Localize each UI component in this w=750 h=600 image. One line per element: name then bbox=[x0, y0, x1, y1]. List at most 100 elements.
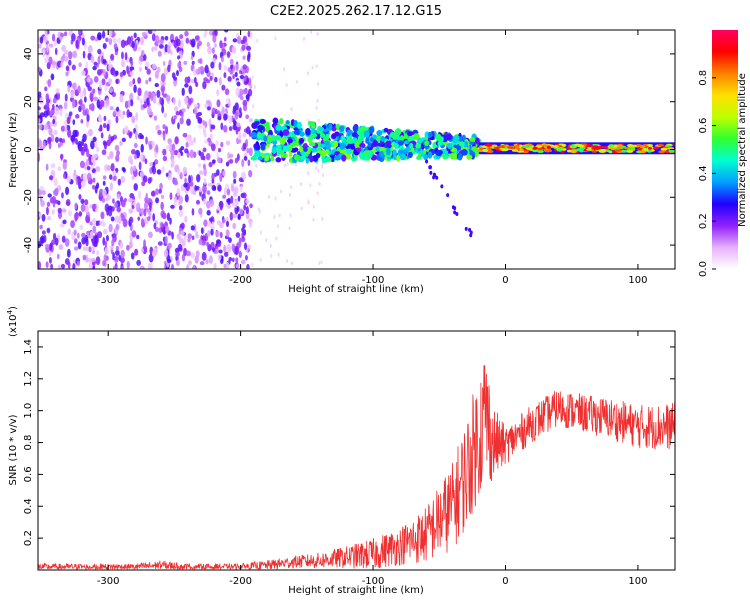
spectrogram-cell bbox=[95, 250, 100, 256]
spectrogram-cell bbox=[138, 55, 144, 62]
spectrogram-cell bbox=[92, 225, 97, 234]
spectrogram-cell bbox=[222, 170, 226, 177]
spectrogram-cell bbox=[235, 232, 241, 238]
spectrogram-cell bbox=[397, 140, 404, 146]
spectrogram-cell bbox=[232, 213, 237, 219]
spectrogram-cell bbox=[214, 43, 217, 48]
spectrogram-cell bbox=[97, 55, 101, 65]
spectrogram-cell bbox=[241, 44, 246, 51]
spectrogram-cell bbox=[124, 100, 129, 109]
spectrogram-cell bbox=[197, 163, 202, 168]
y-tick-label: 40 bbox=[23, 48, 34, 61]
spectrogram-cell bbox=[463, 141, 469, 149]
spectrogram-cell bbox=[83, 142, 88, 152]
spectrogram-cell bbox=[231, 243, 236, 252]
spectrogram-cell bbox=[90, 140, 95, 150]
spectrogram-cell bbox=[432, 141, 437, 150]
spectrogram-cell bbox=[386, 147, 391, 156]
spectrogram-cell bbox=[78, 193, 82, 200]
spectrogram-cell bbox=[38, 118, 41, 124]
spectrogram-cell bbox=[132, 165, 137, 172]
spectrogram-cell bbox=[177, 122, 180, 130]
spectrogram-cell bbox=[464, 226, 468, 231]
spectrogram-cell bbox=[248, 118, 253, 123]
spectrogram-cell bbox=[249, 203, 253, 209]
spectrogram-cell bbox=[157, 50, 162, 57]
spectrogram-cell bbox=[632, 144, 637, 148]
spectrogram-cell bbox=[183, 182, 188, 188]
spectrogram-cell bbox=[46, 227, 51, 234]
spectrogram-cell bbox=[227, 197, 231, 206]
spectrogram-cell bbox=[201, 251, 207, 261]
spectrogram-cell bbox=[63, 50, 69, 55]
spectrogram-cell bbox=[112, 170, 117, 176]
chart-title: C2E2.2025.262.17.12.G15 bbox=[270, 4, 442, 19]
spectrogram-cell bbox=[232, 109, 236, 115]
spectrogram-cell bbox=[145, 136, 148, 145]
spectrogram-cell bbox=[270, 156, 275, 162]
spectrogram-cell bbox=[44, 57, 49, 64]
spectrogram-cell bbox=[226, 97, 230, 104]
spectrogram-cell bbox=[123, 197, 127, 203]
spectrogram-cell bbox=[53, 177, 58, 187]
spectrogram-cell bbox=[179, 34, 184, 40]
spectrogram-cell bbox=[219, 231, 223, 239]
spectrogram-cell bbox=[275, 157, 282, 163]
spectrogram-cell bbox=[229, 64, 234, 70]
spectrogram-cell bbox=[143, 239, 146, 249]
spectrogram-cell bbox=[99, 220, 103, 226]
spectrogram-cell bbox=[317, 118, 320, 123]
spectrogram-cell bbox=[63, 55, 69, 62]
spectrogram-cell bbox=[81, 232, 86, 238]
spectrogram-cell bbox=[154, 227, 160, 233]
spectrogram-cell bbox=[120, 39, 126, 49]
spectrogram-cell bbox=[558, 146, 563, 150]
spectrogram-cell bbox=[280, 189, 283, 194]
spectrogram-cell bbox=[318, 182, 321, 187]
spectrogram-cell bbox=[514, 145, 520, 148]
spectrogram-cell bbox=[288, 226, 291, 231]
spectrogram-cell bbox=[96, 147, 100, 152]
spectrogram-cell bbox=[187, 237, 191, 243]
spectrogram-cell bbox=[308, 142, 316, 147]
spectrogram-cell bbox=[215, 239, 221, 244]
spectrogram-cell bbox=[101, 149, 107, 156]
spectrogram-cell bbox=[86, 166, 91, 171]
spectrogram-cell bbox=[38, 66, 42, 72]
spectrogram-cell bbox=[57, 166, 62, 172]
spectrogram-cell bbox=[256, 38, 259, 43]
spectrogram-cell bbox=[453, 135, 460, 143]
spectrogram-cell bbox=[209, 133, 213, 140]
spectrogram-cell bbox=[608, 144, 615, 147]
spectrogram-cell bbox=[372, 141, 379, 147]
spectrogram-cell bbox=[136, 95, 140, 101]
spectrogram-cell bbox=[225, 261, 230, 269]
spectrogram-cell bbox=[223, 125, 228, 133]
spectrogram-cell bbox=[57, 207, 62, 214]
spectrogram-cell bbox=[190, 55, 194, 60]
spectrogram-cell bbox=[103, 141, 108, 150]
spectrogram-cell bbox=[148, 111, 154, 116]
spectrogram-cell bbox=[127, 99, 131, 108]
spectrogram-cell bbox=[51, 209, 55, 215]
spectrogram-cell bbox=[92, 65, 97, 71]
spectrogram-x-ticks: -300 -200 -100 0 100 bbox=[97, 30, 647, 286]
spectrogram-cell bbox=[359, 142, 366, 149]
spectrogram-cell bbox=[365, 136, 370, 144]
spectrogram-cell bbox=[147, 263, 152, 269]
spectrogram-cell bbox=[501, 148, 509, 152]
spectrogram-cell bbox=[78, 105, 82, 113]
spectrogram-cell bbox=[185, 136, 191, 142]
spectrogram-cell bbox=[206, 106, 211, 111]
spectrogram-cell bbox=[89, 92, 94, 101]
spectrogram-cell bbox=[102, 228, 108, 235]
spectrogram-cell bbox=[211, 221, 215, 230]
spectrogram-cell bbox=[260, 144, 266, 151]
spectrogram-cell bbox=[140, 170, 144, 177]
spectrogram-cell bbox=[169, 49, 173, 56]
spectrogram-cell bbox=[65, 198, 71, 207]
spectrogram-cell bbox=[312, 217, 315, 222]
spectrogram-cell bbox=[341, 154, 347, 162]
spectrogram-cell bbox=[355, 147, 362, 153]
spectrogram-cell bbox=[235, 263, 240, 269]
